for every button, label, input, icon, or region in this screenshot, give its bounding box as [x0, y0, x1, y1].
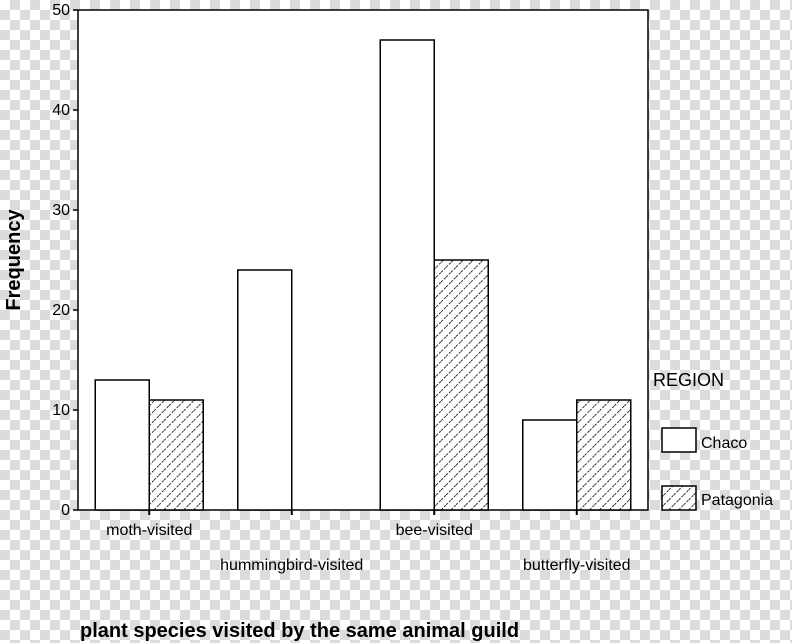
y-axis-label: Frequency	[3, 209, 25, 311]
bar-chaco-butterfly-visited	[522, 419, 578, 511]
y-tick-label: 50	[52, 2, 70, 19]
y-tick-label: 10	[52, 402, 70, 419]
legend-swatch-patagonia	[661, 485, 697, 511]
bar-chaco-moth-visited	[94, 379, 150, 511]
y-tick-label: 40	[52, 102, 70, 119]
bar-chaco-bee-visited	[379, 39, 435, 511]
legend-item-patagonia: Patagonia	[661, 485, 773, 511]
y-tick-label: 0	[61, 502, 70, 519]
y-tick-label: 20	[52, 302, 70, 319]
y-tick-label: 30	[52, 202, 70, 219]
bar-patagonia-bee-visited	[433, 259, 489, 511]
legend-item-chaco: Chaco	[661, 427, 747, 453]
y-axis: 0 10 20 30 40 50	[52, 2, 78, 519]
x-tick-label: moth-visited	[106, 522, 192, 539]
bar-patagonia-butterfly-visited	[576, 399, 632, 511]
x-tick-label: bee-visited	[396, 522, 473, 539]
x-axis-label: plant species visited by the same animal…	[80, 620, 519, 642]
bar-patagonia-moth-visited	[148, 399, 204, 511]
legend-swatch-chaco	[661, 427, 697, 453]
legend-label-chaco: Chaco	[701, 435, 747, 452]
x-tick-label: hummingbird-visited	[220, 557, 363, 574]
legend-label-patagonia: Patagonia	[701, 492, 773, 509]
x-tick-label: butterfly-visited	[523, 557, 631, 574]
x-axis: moth-visited hummingbird-visited bee-visit…	[106, 510, 631, 574]
bar-chaco-hummingbird-visited	[237, 269, 293, 511]
bars	[94, 39, 632, 511]
legend-title: REGION	[653, 370, 724, 390]
